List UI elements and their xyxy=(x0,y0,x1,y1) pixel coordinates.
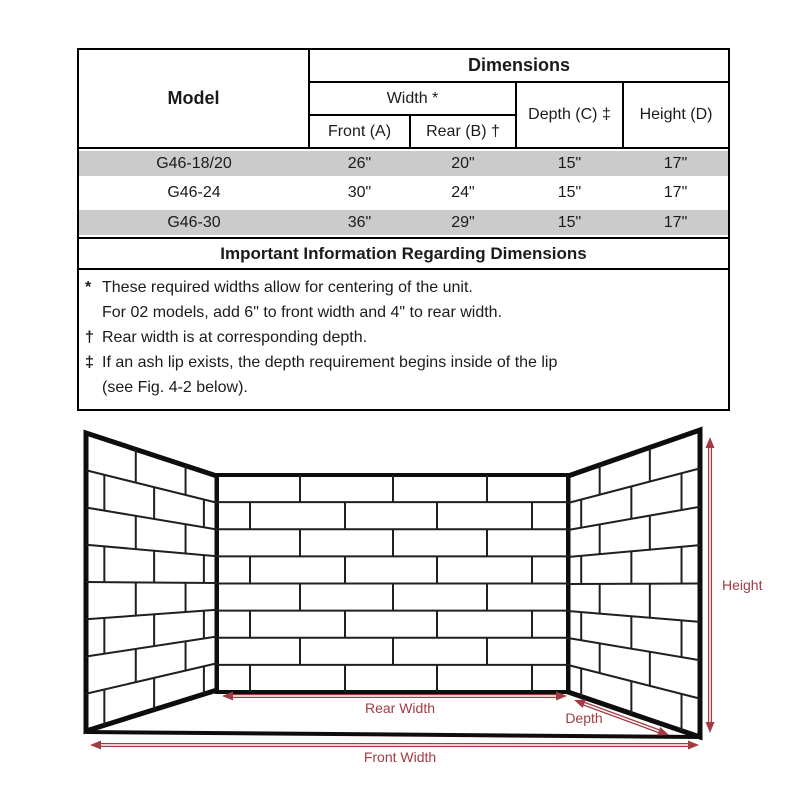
rear-width-column-header: Rear (B) † xyxy=(409,114,517,149)
note-line: Rear width is at corresponding depth. xyxy=(102,329,368,346)
note-asterisk: * These required widths allow for center… xyxy=(85,275,720,325)
note-dagger: † Rear width is at corresponding depth. xyxy=(85,325,720,350)
model-cell: G46-30 xyxy=(78,208,309,238)
height-label: Height xyxy=(722,577,763,593)
front-width-column-header: Front (A) xyxy=(308,114,411,149)
note-line: (see Fig. 4-2 below). xyxy=(102,379,248,396)
note-line: These required widths allow for centerin… xyxy=(102,279,473,296)
model-column-header: Model xyxy=(77,48,310,149)
height-cell: 17" xyxy=(623,178,730,208)
rear-cell: 20" xyxy=(410,148,516,178)
width-group-header: Width * xyxy=(308,81,517,116)
floor-front-edge xyxy=(85,730,700,739)
dimensions-table: Model Dimensions Width * Depth (C) ‡ Hei… xyxy=(77,48,731,411)
asterisk-symbol: * xyxy=(85,279,92,296)
rear-cell: 29" xyxy=(410,208,516,238)
note-double-dagger: ‡ If an ash lip exists, the depth requir… xyxy=(85,350,720,400)
height-cell: 17" xyxy=(623,148,730,178)
double-dagger-symbol: ‡ xyxy=(85,354,94,371)
depth-label: Depth xyxy=(565,710,602,726)
dimensions-group-header: Dimensions xyxy=(307,48,731,83)
depth-cell: 15" xyxy=(516,148,623,178)
table-row: G46-18/20 26" 20" 15" 17" xyxy=(78,148,730,178)
table-row: G46-30 36" 29" 15" 17" xyxy=(78,208,730,238)
dimension-arrows xyxy=(90,437,715,750)
height-column-header: Height (D) xyxy=(621,81,731,149)
front-cell: 26" xyxy=(309,148,410,178)
front-cell: 30" xyxy=(309,178,410,208)
depth-cell: 15" xyxy=(516,178,623,208)
rear-cell: 24" xyxy=(410,178,516,208)
model-cell: G46-24 xyxy=(78,178,309,208)
height-cell: 17" xyxy=(623,208,730,238)
front-cell: 36" xyxy=(309,208,410,238)
rear-width-label: Rear Width xyxy=(365,700,435,716)
front-width-label: Front Width xyxy=(364,749,436,765)
model-cell: G46-18/20 xyxy=(78,148,309,178)
note-line: For 02 models, add 6" to front width and… xyxy=(102,304,503,321)
depth-cell: 15" xyxy=(516,208,623,238)
dagger-symbol: † xyxy=(85,329,94,346)
brick-pattern xyxy=(85,447,701,731)
table-row: G46-24 30" 24" 15" 17" xyxy=(78,178,730,208)
notes-cell: * These required widths allow for center… xyxy=(78,269,730,410)
depth-column-header: Depth (C) ‡ xyxy=(515,81,624,149)
important-info-header: Important Information Regarding Dimensio… xyxy=(78,237,730,270)
note-line: If an ash lip exists, the depth requirem… xyxy=(102,354,558,371)
